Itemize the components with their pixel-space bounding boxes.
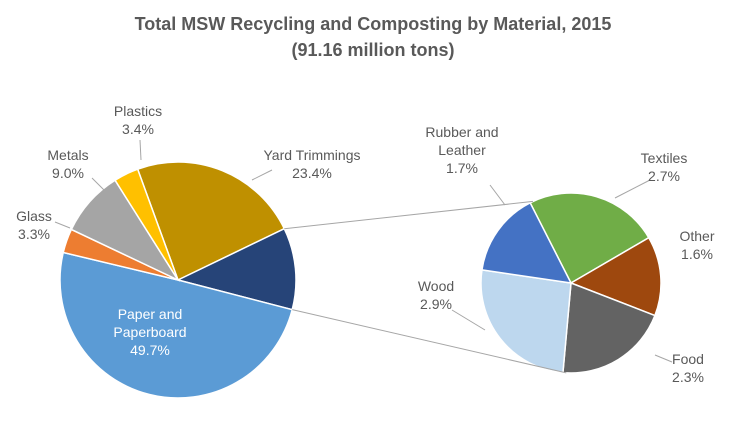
leader-line: [654, 354, 673, 363]
category-label: Textiles: [640, 150, 688, 166]
chart-title: Total MSW Recycling and Composting by Ma…: [134, 14, 612, 34]
value-label: 49.7%: [130, 342, 170, 358]
pie-slice: [59, 251, 294, 399]
connector-line: [292, 309, 567, 374]
leader-line: [91, 177, 105, 191]
category-label: Metals: [47, 147, 89, 163]
value-label: 3.4%: [122, 121, 154, 137]
category-label: Food: [672, 351, 704, 367]
leader-line: [489, 184, 506, 206]
connector-line: [284, 200, 534, 230]
data-label: Plastics 3.4%: [86, 102, 190, 138]
data-label: Textiles 2.7%: [612, 149, 716, 185]
category-label: Rubber and Leather: [425, 124, 499, 158]
leader-line: [251, 169, 273, 181]
leader-line: [451, 309, 486, 331]
value-label: 1.7%: [446, 160, 478, 176]
data-label: Metals 9.0%: [16, 146, 120, 182]
category-label: Yard Trimmings: [263, 147, 361, 163]
category-label: Wood: [417, 278, 455, 294]
data-label: Glass 3.3%: [0, 207, 86, 243]
leader-line: [614, 179, 651, 199]
value-label: 23.4%: [292, 165, 332, 181]
pie-slice: [480, 269, 572, 374]
pie-slice: [569, 236, 662, 317]
leader-line: [54, 221, 71, 229]
value-label: 2.7%: [648, 168, 680, 184]
value-label: 2.9%: [420, 296, 452, 312]
category-label: Other: [679, 228, 715, 244]
category-label: Paper and Paperboard: [113, 306, 187, 340]
data-label: Food 2.3%: [636, 350, 740, 386]
data-label: Yard Trimmings 23.4%: [260, 146, 364, 182]
pie-slice: [175, 227, 297, 311]
pie-slice: [562, 281, 656, 374]
value-label: 2.3%: [672, 369, 704, 385]
category-label: Plastics: [113, 103, 163, 119]
chart-subtitle: (91.16 million tons): [291, 40, 455, 60]
pie-slice: [481, 201, 573, 284]
pie-slice: [136, 161, 286, 282]
category-label: Glass: [16, 208, 52, 224]
leader-line: [139, 139, 142, 161]
data-label: Wood 2.9%: [384, 277, 488, 313]
value-label: 3.3%: [18, 226, 50, 242]
value-label: 1.6%: [681, 246, 713, 262]
data-label: Paper and Paperboard 49.7%: [98, 305, 202, 359]
value-label: 9.0%: [52, 165, 84, 181]
data-label: Other 1.6%: [645, 227, 746, 263]
pie-slice: [114, 168, 179, 281]
data-label: Rubber and Leather 1.7%: [410, 123, 514, 177]
